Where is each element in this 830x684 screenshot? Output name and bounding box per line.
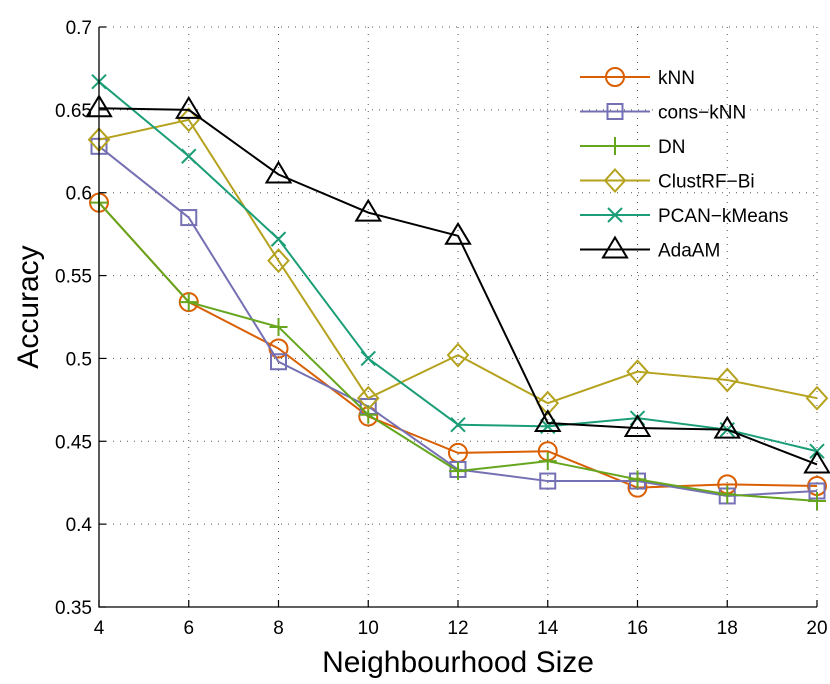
- y-tick-label: 0.6: [66, 184, 92, 205]
- series-adaam: [85, 94, 830, 474]
- legend-item: ClustRF−Bi: [580, 168, 755, 193]
- y-tick-label: 0.55: [55, 267, 92, 288]
- series-layer: [85, 73, 830, 510]
- x-tick-label: 14: [537, 618, 559, 639]
- legend-label: ClustRF−Bi: [658, 172, 755, 193]
- series-line: [98, 201, 818, 489]
- data-point-triangle: [444, 221, 472, 245]
- data-point-triangle: [803, 450, 830, 474]
- legend-label: kNN: [658, 68, 695, 89]
- x-tick-label: 18: [717, 618, 738, 639]
- y-tick-label: 0.7: [66, 18, 92, 39]
- data-point-diamond: [177, 107, 201, 133]
- data-point-x: [181, 148, 197, 164]
- data-point-plus: [628, 470, 647, 489]
- series-line: [98, 118, 818, 405]
- legend-marker-diamond-icon: [603, 168, 627, 193]
- data-point-plus: [808, 491, 826, 510]
- legend-item: PCAN−kMeans: [580, 206, 788, 227]
- data-point-plus: [718, 485, 737, 504]
- legend-label: PCAN−kMeans: [658, 206, 788, 227]
- x-tick-label: 10: [358, 618, 379, 639]
- data-point-x: [270, 231, 287, 247]
- legend-marker-square-icon: [606, 103, 624, 120]
- legend-item: cons−kNN: [580, 103, 746, 124]
- ticks: 4 6 8 10 12 14 16 18 20 0.35 0.4 0.45 0.5 0.55 0.6 0.65…: [55, 18, 828, 639]
- x-tick-label: 12: [447, 618, 468, 639]
- data-point-diamond: [446, 342, 470, 368]
- data-point-triangle: [174, 95, 203, 119]
- data-point-triangle: [713, 415, 742, 439]
- series-clustrf-bi: [87, 107, 829, 416]
- data-point-plus: [449, 462, 467, 481]
- data-point-triangle: [533, 409, 562, 433]
- legend-marker-circle-icon: [605, 67, 625, 87]
- x-tick-label: 20: [806, 618, 827, 639]
- y-tick-label: 0.4: [66, 515, 93, 536]
- x-tick-label: 8: [273, 618, 284, 639]
- y-tick-label: 0.5: [66, 349, 92, 370]
- legend-item: kNN: [580, 67, 695, 89]
- data-point-triangle: [354, 198, 383, 222]
- legend-item: DN: [580, 137, 685, 158]
- legend: kNN cons−kNN DN ClustRF−Bi PCAN−kMeans AdaAM: [580, 67, 788, 262]
- grid: [99, 26, 818, 607]
- legend-marker-triangle-icon: [601, 235, 629, 259]
- x-axis-title: Neighbourhood Size: [322, 646, 594, 679]
- data-point-square: [270, 353, 287, 371]
- data-point-diamond: [626, 359, 649, 385]
- x-tick-label: 4: [94, 618, 105, 639]
- legend-label: cons−kNN: [658, 103, 746, 124]
- legend-marker-plus-icon: [606, 137, 624, 155]
- legend-item: AdaAM: [580, 235, 720, 262]
- data-point-diamond: [356, 385, 380, 411]
- y-axis-title: Accuracy: [12, 245, 45, 368]
- series-line: [98, 107, 818, 466]
- data-point-diamond: [715, 367, 739, 393]
- y-tick-label: 0.35: [55, 598, 92, 619]
- data-point-square: [180, 209, 198, 227]
- data-point-diamond: [536, 390, 560, 416]
- series-line: [98, 80, 818, 453]
- data-point-triangle: [264, 160, 293, 184]
- legend-label: AdaAM: [658, 241, 720, 262]
- y-tick-label: 0.65: [55, 101, 92, 122]
- data-point-plus: [269, 317, 288, 336]
- data-point-diamond: [267, 248, 290, 274]
- data-point-x: [450, 417, 466, 433]
- data-point-plus: [538, 452, 557, 471]
- legend-marker-x-icon: [607, 207, 623, 223]
- data-point-x: [360, 350, 376, 367]
- x-tick-label: 6: [183, 618, 194, 639]
- y-tick-label: 0.45: [55, 432, 92, 453]
- data-point-square: [539, 472, 557, 490]
- data-point-triangle: [623, 414, 652, 438]
- legend-label: DN: [658, 137, 685, 158]
- data-point-diamond: [805, 385, 829, 411]
- x-tick-label: 16: [627, 618, 648, 639]
- data-point-plus: [179, 293, 198, 312]
